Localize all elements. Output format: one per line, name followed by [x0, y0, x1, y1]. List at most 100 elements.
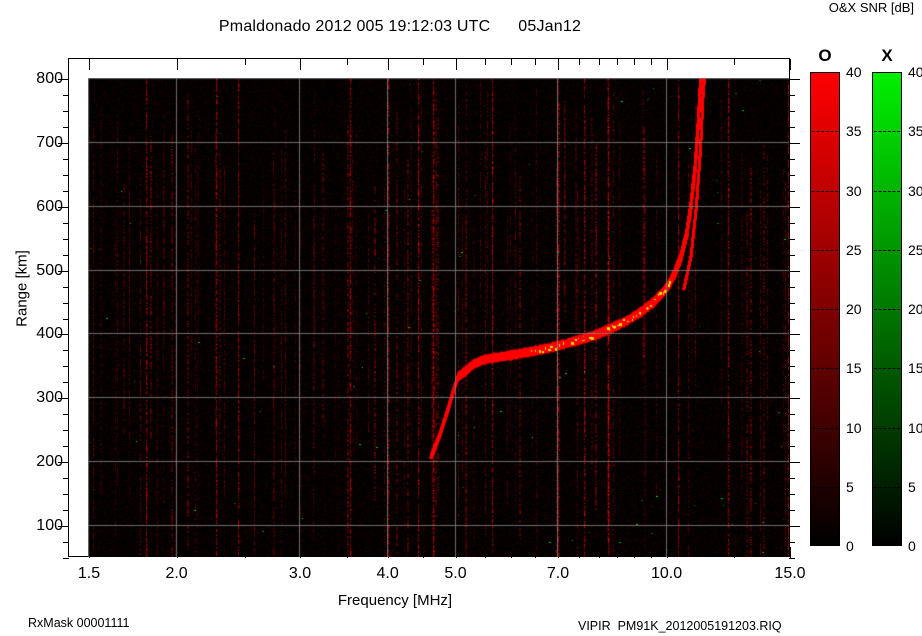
x-tick-minor-top: [650, 59, 652, 65]
y-tick-major: [58, 206, 69, 208]
y-tick-minor: [63, 318, 69, 320]
y-tick-minor-right: [789, 414, 795, 416]
y-tick-minor: [63, 254, 69, 256]
colorbar-tick-label: 40: [846, 64, 862, 80]
colorbar-tick-label: 25: [908, 241, 922, 258]
x-tick-minor-top: [244, 59, 246, 65]
y-tick-minor: [63, 302, 69, 304]
y-tick-major: [58, 142, 69, 144]
colorbar-tick: [874, 190, 900, 192]
y-tick-minor: [63, 510, 69, 512]
colorbar-tick: [812, 309, 838, 310]
colorbar-title: O&X SNR [dB]: [828, 0, 914, 15]
colorbar-tick: [812, 486, 838, 488]
ionogram-canvas: [88, 78, 789, 557]
x-tick-minor-top: [89, 59, 90, 65]
y-tick-major-right: [789, 398, 800, 400]
y-tick-minor: [63, 94, 69, 96]
y-tick-minor: [63, 446, 69, 448]
x-tick-label: 15.0: [774, 565, 806, 582]
y-tick-minor: [63, 238, 69, 240]
y-tick-minor-right: [789, 94, 795, 96]
y-tick-minor: [63, 478, 69, 480]
colorbar-tick: [812, 190, 838, 192]
colorbar-tick: [874, 486, 900, 488]
x-tick-major-top: [790, 59, 791, 70]
x-tick-minor-top: [423, 59, 425, 65]
y-tick-minor-right: [789, 478, 795, 480]
y-tick-major-right: [789, 206, 800, 208]
y-tick-minor: [63, 430, 69, 432]
y-tick-minor-right: [789, 254, 795, 256]
y-tick-label: 800: [36, 70, 63, 87]
y-tick-major: [58, 526, 69, 528]
y-tick-major-right: [789, 79, 800, 80]
x-tick-minor-top: [346, 59, 348, 65]
y-tick-minor-right: [789, 174, 795, 176]
colorbar-tick: [812, 427, 838, 429]
colorbar-tick-label: 5: [846, 478, 854, 495]
y-axis-label: Range [km]: [13, 250, 31, 327]
ionogram-plot-area: [88, 78, 789, 557]
y-tick-minor-right: [789, 222, 795, 224]
colorbar-tick: [812, 368, 838, 370]
y-tick-minor-right: [789, 366, 795, 368]
y-tick-minor-right: [789, 110, 795, 112]
colorbar-tick: [874, 249, 900, 251]
x-axis-label: Frequency [MHz]: [337, 592, 453, 609]
x-tick-minor-top: [455, 59, 457, 65]
colorbar-tick-label: 30: [908, 182, 922, 199]
rxmask-label: RxMask 00001111: [28, 616, 130, 630]
y-tick-minor: [63, 414, 69, 416]
y-tick-minor-right: [789, 238, 795, 240]
x-tick-label: 10.0: [650, 565, 683, 582]
y-tick-major-right: [789, 334, 800, 336]
y-tick-minor-right: [789, 318, 795, 320]
colorbar-tick-label: 5: [908, 478, 916, 495]
y-tick-label: 100: [36, 517, 63, 535]
y-tick-major-right: [789, 270, 800, 272]
x-tick-label: 4.0: [376, 565, 399, 582]
y-tick-minor-right: [789, 510, 795, 512]
y-tick-label: 700: [36, 133, 63, 151]
colorbar-tick-label: 15: [846, 360, 862, 377]
colorbar-tick-label: 10: [908, 419, 922, 436]
y-tick-major: [58, 79, 69, 80]
y-tick-label: 400: [36, 325, 63, 343]
y-tick-major: [58, 334, 69, 336]
x-tick-label: 5.0: [444, 565, 467, 582]
colorbar-tick: [874, 309, 900, 310]
y-tick-major: [58, 398, 69, 400]
y-tick-label: 300: [36, 389, 63, 407]
x-tick-label: 7.0: [546, 565, 570, 582]
y-tick-major: [58, 462, 69, 464]
y-tick-major-right: [789, 462, 800, 464]
x-tick-minor-top: [387, 59, 389, 65]
colorbar-tick-label: 0: [908, 538, 916, 554]
x-tick-minor-top: [176, 59, 178, 65]
y-tick-label: 200: [36, 453, 63, 471]
x-tick-minor-top: [598, 59, 600, 65]
x-tick-label: 1.5: [77, 565, 101, 582]
y-tick-minor: [63, 174, 69, 176]
y-tick-major-right: [789, 526, 800, 528]
x-tick-minor-top: [511, 59, 513, 65]
x-tick-major: [790, 547, 791, 558]
colorbar-tick-label: 40: [908, 64, 922, 80]
colorbar-tick-label: 10: [846, 419, 862, 436]
file-id-label: VIPIR PM91K_2012005191203.RIQ: [578, 619, 782, 633]
x-tick-label: 3.0: [288, 565, 312, 582]
colorbar-tick-label: 35: [908, 123, 922, 140]
colorbar-tick-label: 20: [908, 301, 922, 317]
y-tick-minor: [63, 110, 69, 112]
y-tick-label: 500: [36, 261, 63, 279]
y-tick-minor: [63, 350, 69, 352]
y-tick-minor: [63, 542, 69, 544]
colorbar-tick: [812, 131, 838, 133]
y-tick-minor: [63, 366, 69, 368]
y-tick-minor: [63, 382, 69, 384]
colorbar-tick: [812, 249, 838, 251]
y-tick-minor-right: [789, 126, 795, 128]
y-tick-minor: [63, 158, 69, 160]
y-tick-minor: [63, 558, 69, 559]
